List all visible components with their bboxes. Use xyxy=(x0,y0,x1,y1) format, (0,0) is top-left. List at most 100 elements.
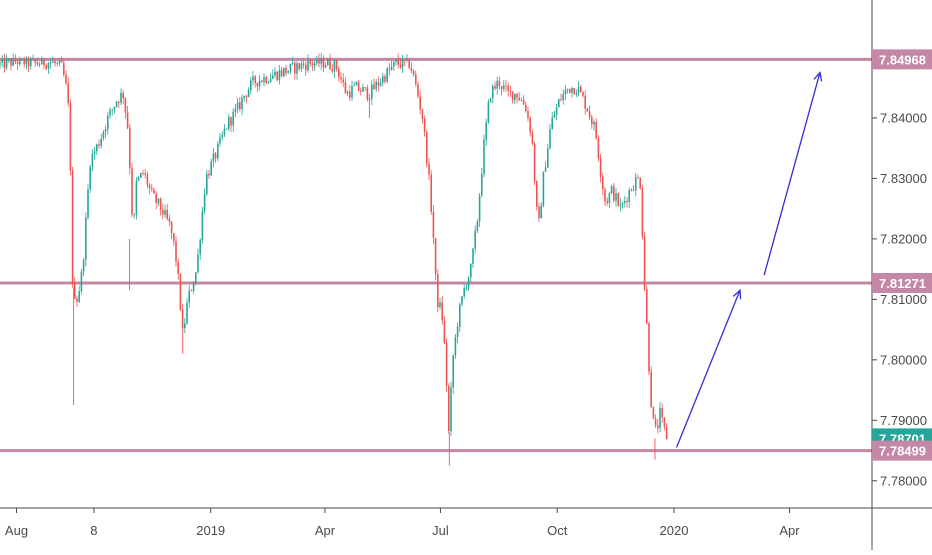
candle-body xyxy=(34,59,36,63)
candle-body xyxy=(324,65,327,68)
candle-body xyxy=(41,59,43,65)
candle-body xyxy=(329,59,331,69)
candle-body xyxy=(318,59,320,64)
candle-body xyxy=(637,177,639,179)
candle-body xyxy=(615,193,617,201)
candle-body xyxy=(577,86,580,94)
level-price-label: 7.78499 xyxy=(879,444,926,459)
candle-body xyxy=(591,117,593,125)
candle-body xyxy=(316,59,318,64)
candle-body xyxy=(159,198,162,210)
candle-body xyxy=(208,173,210,176)
candle-body xyxy=(74,283,76,299)
candle-body xyxy=(331,68,333,72)
candle-body xyxy=(665,426,668,439)
x-tick-label: 2019 xyxy=(196,523,225,538)
level-price-label: 7.81271 xyxy=(879,276,926,291)
candle-body xyxy=(254,76,256,83)
candle-body xyxy=(520,99,523,101)
candle-body xyxy=(536,181,538,207)
candle-body xyxy=(503,85,505,90)
candle-body xyxy=(267,82,270,84)
arrow-head-icon xyxy=(732,288,742,300)
candle-body xyxy=(619,204,622,206)
candle-body xyxy=(203,193,206,212)
candle-body xyxy=(443,320,446,343)
candle-body xyxy=(426,131,428,164)
candle-body xyxy=(217,143,219,159)
candle-body xyxy=(250,80,252,91)
candle-body xyxy=(311,63,314,66)
candle-body xyxy=(230,117,232,126)
candle-body xyxy=(133,214,135,216)
candle-body xyxy=(234,108,237,112)
candle-body xyxy=(210,161,212,176)
candle-body xyxy=(173,233,175,242)
candle-body xyxy=(49,62,52,64)
candle-body xyxy=(538,206,540,219)
candle-body xyxy=(168,218,171,222)
candle-body xyxy=(355,82,358,86)
candle-body xyxy=(417,83,419,97)
candle-body xyxy=(340,76,342,80)
candle-body xyxy=(465,287,468,289)
candle-body xyxy=(85,217,87,260)
arrow-head-icon xyxy=(813,71,823,82)
candle-body xyxy=(113,106,116,110)
candle-body xyxy=(573,88,575,95)
candle-body xyxy=(109,109,111,116)
candle-body xyxy=(454,337,457,356)
x-tick-label: Apr xyxy=(315,523,336,538)
candle-body xyxy=(166,209,168,219)
candle-body xyxy=(239,102,241,110)
candle-body xyxy=(487,101,490,123)
y-tick-label: 7.80000 xyxy=(880,352,927,367)
candle-body xyxy=(643,236,646,290)
candle-body xyxy=(206,173,208,194)
candle-body xyxy=(663,417,666,427)
candle-body xyxy=(390,66,393,70)
y-tick-label: 7.83000 xyxy=(880,171,927,186)
candle-body xyxy=(401,59,404,68)
candle-body xyxy=(0,62,1,65)
candle-body xyxy=(247,90,250,97)
candle-body xyxy=(346,91,349,94)
candle-body xyxy=(221,135,223,138)
candle-body xyxy=(588,111,591,118)
candle-body xyxy=(650,371,652,407)
candle-body xyxy=(386,68,388,82)
candle-body xyxy=(456,327,459,338)
candle-body xyxy=(175,241,177,262)
candle-body xyxy=(280,70,283,76)
candle-body xyxy=(630,190,633,191)
candle-body xyxy=(285,67,287,74)
candle-body xyxy=(485,122,487,140)
candle-body xyxy=(177,261,179,274)
candle-body xyxy=(287,70,289,74)
x-tick-label: Jul xyxy=(432,523,449,538)
candle-body xyxy=(52,61,54,63)
candle-body xyxy=(124,98,127,113)
candle-body xyxy=(228,117,230,129)
candle-body xyxy=(580,86,582,92)
candle-body xyxy=(560,99,562,101)
candle-body xyxy=(547,148,549,168)
candle-body xyxy=(115,101,118,107)
candle-body xyxy=(544,167,547,172)
candle-body xyxy=(12,59,14,66)
candle-body xyxy=(428,163,430,175)
level-price-badge xyxy=(872,440,932,461)
x-tick-label: Oct xyxy=(547,523,568,538)
candle-body xyxy=(489,98,492,102)
y-tick-label: 7.79000 xyxy=(880,413,927,428)
candle-body xyxy=(527,111,529,118)
candle-body xyxy=(245,95,248,97)
candle-body xyxy=(38,64,41,66)
candle-body xyxy=(639,178,641,189)
candle-body xyxy=(525,104,527,112)
x-tick-label: 8 xyxy=(90,523,97,538)
candle-body xyxy=(129,127,131,168)
candle-body xyxy=(492,85,494,99)
